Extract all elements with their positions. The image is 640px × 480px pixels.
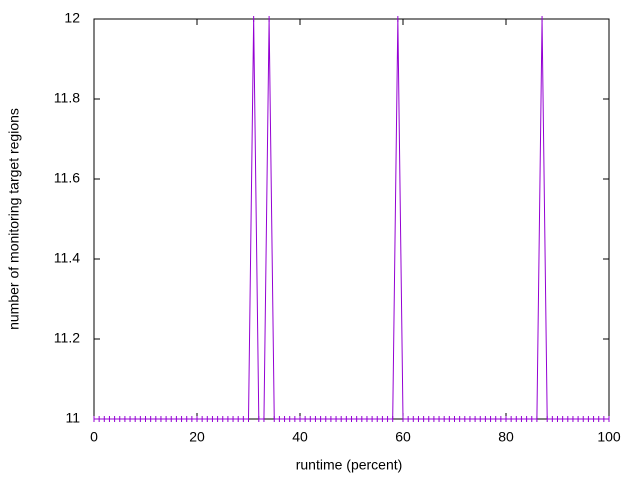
plot-border <box>93 18 610 420</box>
y-tick-label: 11 <box>65 410 80 426</box>
x-tick-label: 20 <box>189 429 205 445</box>
x-axis-label: runtime (percent) <box>296 457 403 473</box>
x-tick-label: 0 <box>90 429 98 445</box>
data-line <box>94 18 609 420</box>
y-tick-label: 11.2 <box>54 330 80 346</box>
x-tick-label: 100 <box>597 429 621 445</box>
x-tick-label: 40 <box>292 429 308 445</box>
y-tick-label: 12 <box>64 10 80 26</box>
x-tick-label: 80 <box>498 429 514 445</box>
y-tick-label: 11.4 <box>54 250 80 266</box>
x-tick-label: 60 <box>395 429 411 445</box>
y-tick-label: 11.8 <box>54 90 80 106</box>
y-tick-label: 11.6 <box>54 170 80 186</box>
y-axis-label: number of monitoring target regions <box>6 108 22 330</box>
